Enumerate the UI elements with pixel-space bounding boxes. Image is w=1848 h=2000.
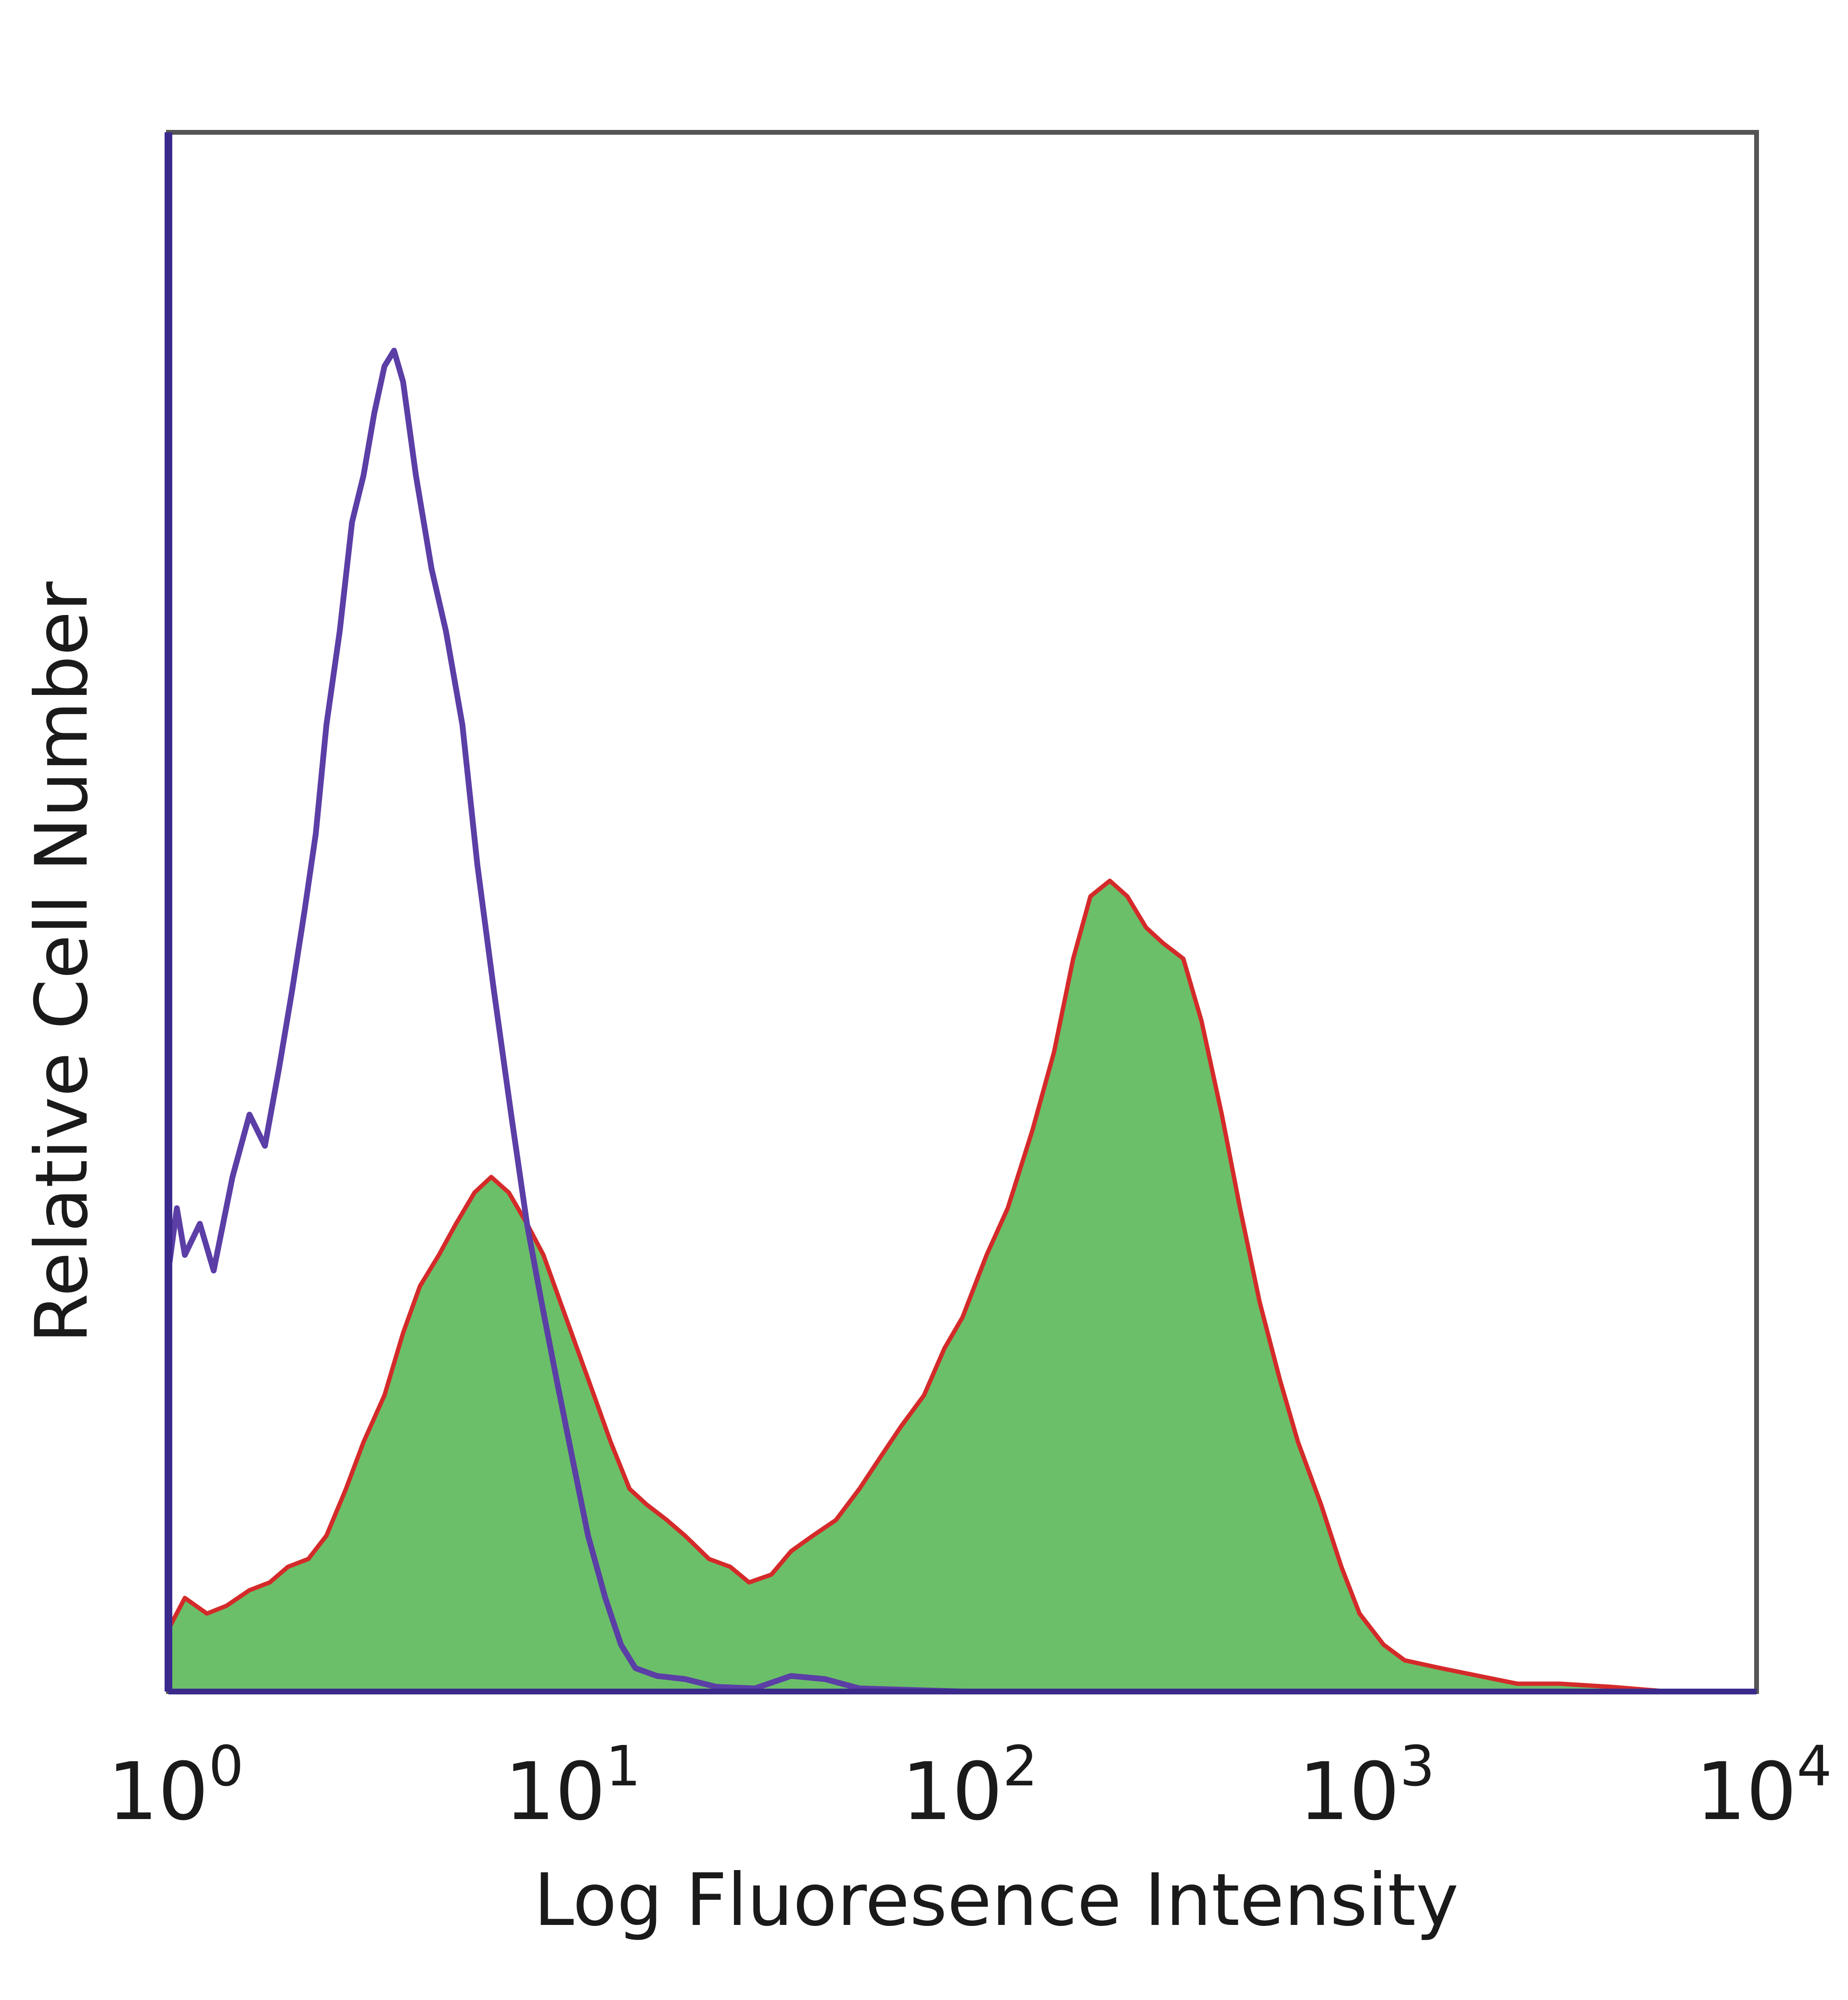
x-tick-label: 103 <box>1298 1734 1435 1838</box>
series-0-line <box>166 347 1757 1694</box>
series-layer <box>166 347 1757 1694</box>
x-tick-label: 102 <box>901 1734 1038 1838</box>
series-1-outline <box>167 878 1757 1694</box>
x-tick-label: 100 <box>107 1734 244 1838</box>
series-1-area <box>168 881 1757 1692</box>
x-tick-labels: 100 101 102 103 104 <box>107 1734 1832 1838</box>
x-tick-label: 101 <box>504 1734 641 1838</box>
y-axis-title: Relative Cell Number <box>20 581 104 1344</box>
x-tick-label: 104 <box>1695 1734 1832 1838</box>
x-axis-title: Log Fluoresence Intensity <box>534 1859 1459 1942</box>
